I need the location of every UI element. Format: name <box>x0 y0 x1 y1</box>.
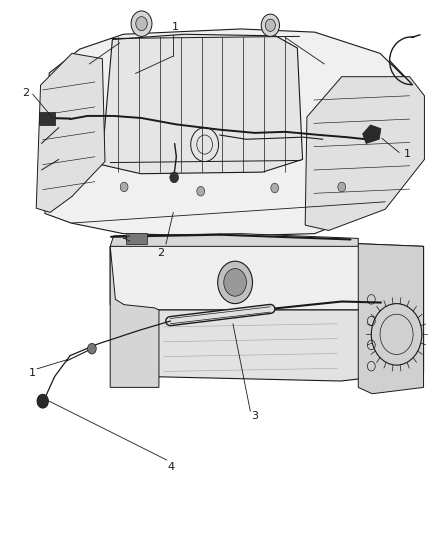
Circle shape <box>224 269 247 296</box>
Polygon shape <box>154 305 424 381</box>
Text: 3: 3 <box>252 411 259 421</box>
Polygon shape <box>36 53 105 213</box>
Polygon shape <box>45 29 424 236</box>
Circle shape <box>120 182 128 192</box>
Text: 4: 4 <box>168 462 175 472</box>
Polygon shape <box>110 241 424 310</box>
Circle shape <box>265 19 276 31</box>
Text: 1: 1 <box>172 22 179 32</box>
Polygon shape <box>110 233 358 246</box>
Circle shape <box>261 14 279 36</box>
Circle shape <box>136 17 147 31</box>
Circle shape <box>197 187 205 196</box>
FancyBboxPatch shape <box>39 112 55 125</box>
Polygon shape <box>102 34 303 174</box>
Polygon shape <box>358 244 424 394</box>
Circle shape <box>170 172 179 183</box>
Circle shape <box>88 343 96 354</box>
Text: 1: 1 <box>29 368 36 377</box>
Polygon shape <box>363 125 381 143</box>
Circle shape <box>37 394 48 408</box>
Text: 2: 2 <box>157 248 164 258</box>
Polygon shape <box>110 246 159 387</box>
Text: 1: 1 <box>404 149 411 159</box>
Polygon shape <box>305 77 424 230</box>
Circle shape <box>131 11 152 36</box>
Circle shape <box>271 183 279 193</box>
Circle shape <box>338 182 346 192</box>
Text: 2: 2 <box>22 87 29 98</box>
FancyBboxPatch shape <box>126 233 147 244</box>
Circle shape <box>218 261 253 304</box>
